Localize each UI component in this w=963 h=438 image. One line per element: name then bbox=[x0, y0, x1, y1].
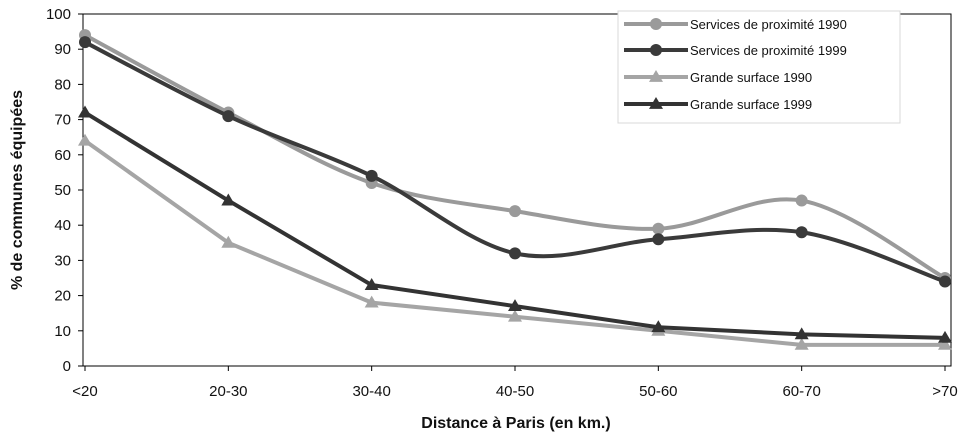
legend: Services de proximité 1990 Services de pr… bbox=[617, 10, 901, 124]
y-tick-label: 90 bbox=[54, 41, 71, 58]
data-point bbox=[508, 299, 522, 312]
y-tick-label: 40 bbox=[54, 217, 71, 234]
y-tick-label: 100 bbox=[46, 6, 71, 23]
legend-item: Grande surface 1999 bbox=[624, 97, 812, 112]
y-tick-label: 70 bbox=[54, 112, 71, 129]
x-tick-label: 30-40 bbox=[352, 383, 390, 400]
data-point bbox=[938, 337, 952, 350]
y-tick-label: 0 bbox=[63, 358, 71, 375]
series-2 bbox=[79, 36, 951, 288]
data-point bbox=[508, 309, 522, 322]
series-4 bbox=[78, 105, 952, 343]
legend-item: Services de proximité 1999 bbox=[624, 43, 847, 58]
legend-label: Services de proximité 1999 bbox=[690, 43, 847, 58]
data-point bbox=[365, 169, 378, 182]
legend-item: Services de proximité 1990 bbox=[624, 17, 847, 32]
legend-label: Grande surface 1999 bbox=[690, 97, 812, 112]
y-tick-label: 60 bbox=[54, 147, 71, 164]
data-point bbox=[364, 278, 379, 290]
y-tick-label: 50 bbox=[54, 182, 71, 199]
x-tick-label: 50-60 bbox=[639, 383, 677, 400]
series-3 bbox=[78, 133, 952, 350]
x-tick-label: 60-70 bbox=[782, 383, 820, 400]
data-point bbox=[78, 133, 92, 146]
x-tick-label: <20 bbox=[72, 383, 97, 400]
data-point bbox=[939, 275, 951, 288]
data-point bbox=[794, 327, 809, 340]
data-point bbox=[79, 36, 91, 49]
data-point bbox=[78, 105, 92, 118]
x-tick-label: 40-50 bbox=[496, 383, 534, 400]
legend-item: Grande surface 1990 bbox=[624, 70, 812, 85]
y-tick-label: 10 bbox=[54, 323, 71, 340]
legend-swatch-marker bbox=[650, 44, 662, 56]
data-point bbox=[652, 222, 665, 235]
data-point bbox=[509, 205, 521, 218]
data-point bbox=[221, 235, 236, 248]
x-axis-ticks: <20 20-30 30-40 40-50 50-60 60-70 >70 bbox=[72, 366, 958, 400]
x-axis-title: Distance à Paris (en km.) bbox=[421, 415, 610, 432]
series-layer bbox=[78, 29, 952, 350]
data-point bbox=[364, 295, 379, 308]
x-tick-label: 20-30 bbox=[209, 383, 247, 400]
y-tick-label: 20 bbox=[54, 288, 71, 305]
data-point bbox=[222, 110, 235, 123]
data-point bbox=[794, 337, 809, 350]
data-point bbox=[938, 330, 952, 343]
data-point bbox=[795, 226, 808, 239]
legend-swatch-marker bbox=[650, 18, 662, 30]
data-point bbox=[795, 194, 808, 207]
data-point bbox=[509, 247, 521, 260]
legend-swatch-marker bbox=[649, 70, 663, 82]
data-point bbox=[652, 233, 665, 246]
legend-label: Services de proximité 1990 bbox=[690, 17, 847, 32]
y-axis-ticks: 0 10 20 30 40 50 60 70 80 90 100 bbox=[46, 6, 83, 375]
legend-swatch-marker bbox=[649, 97, 663, 109]
legend-label: Grande surface 1990 bbox=[690, 70, 812, 85]
y-axis-title: % de communes équipées bbox=[9, 90, 26, 290]
data-point bbox=[221, 193, 236, 206]
y-tick-label: 80 bbox=[54, 76, 71, 93]
x-tick-label: >70 bbox=[932, 383, 957, 400]
y-tick-label: 30 bbox=[54, 252, 71, 269]
data-point bbox=[651, 320, 666, 333]
